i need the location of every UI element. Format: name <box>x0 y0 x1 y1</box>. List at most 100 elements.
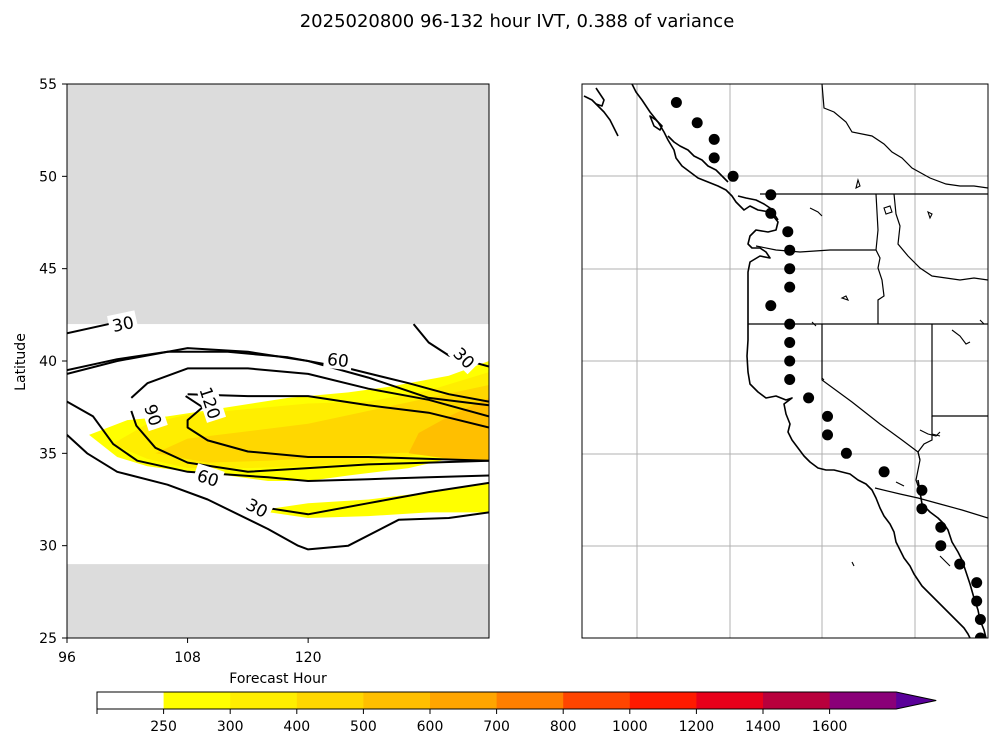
station-marker <box>935 521 947 533</box>
lake <box>883 205 893 215</box>
y-tick-label: 40 <box>39 354 57 370</box>
station-marker <box>784 244 796 256</box>
station-marker <box>708 133 720 145</box>
contour-line-120 <box>187 393 489 429</box>
right-panel-map <box>581 83 989 639</box>
contour-line-60 <box>247 481 489 516</box>
left-panel: 96 108 120 25 30 35 40 45 50 55 Forecast Hour La… <box>13 77 490 687</box>
lake <box>979 319 985 325</box>
station-marker <box>954 558 966 570</box>
y-tick-label: 50 <box>39 169 57 185</box>
lake <box>855 178 861 190</box>
y-tick-label: 35 <box>39 446 57 462</box>
lake <box>811 321 817 327</box>
colorbar-tick-label: 800 <box>550 719 577 735</box>
contour-label-30-a: 30 <box>107 310 139 337</box>
us-mexico-border <box>874 487 988 519</box>
station-marker <box>971 577 983 589</box>
svg-text:30: 30 <box>111 313 136 337</box>
colorbar-segment <box>829 692 897 709</box>
arizona-border <box>915 451 921 493</box>
station-marker <box>822 410 833 422</box>
missing-data-region <box>67 84 489 325</box>
left-y-axis-ticks: 25 30 35 40 45 50 55 <box>39 77 67 647</box>
lake <box>931 433 941 437</box>
y-tick-label: 55 <box>39 77 57 93</box>
lake <box>939 555 951 567</box>
lake <box>951 329 971 345</box>
x-tick-label: 96 <box>58 650 76 666</box>
colorbar-segment <box>696 692 764 709</box>
station-marker <box>974 632 986 638</box>
colorbar-segment <box>163 692 231 709</box>
station-marker <box>727 170 739 182</box>
contour-line-60 <box>67 400 489 482</box>
station-marker <box>916 503 928 515</box>
colorbar-tick-label: 600 <box>417 719 444 735</box>
colorbar-tick-label: 1200 <box>679 719 715 735</box>
utah-border <box>917 416 933 453</box>
lake <box>927 210 933 220</box>
idaho-montana-border <box>893 193 988 281</box>
station-marker <box>803 392 815 404</box>
colorbar-segment <box>230 692 298 709</box>
missing-data-region <box>67 564 489 638</box>
station-marker <box>974 614 986 625</box>
lake <box>821 377 825 381</box>
colorbar-segment <box>97 692 165 709</box>
station-marker <box>784 318 796 330</box>
station-marker <box>916 484 928 496</box>
filled-contour-500-600 <box>408 397 489 461</box>
map-frame <box>581 83 989 639</box>
station-marker <box>670 97 682 108</box>
station-marker <box>784 281 796 293</box>
left-x-axis-ticks: 96 108 120 <box>58 638 322 666</box>
bc-islands <box>583 95 619 137</box>
lake <box>840 295 850 301</box>
station-marker <box>840 447 852 459</box>
station-marker <box>708 152 720 164</box>
colorbar-tick-label: 1000 <box>612 719 648 735</box>
haida-gwaii <box>595 87 605 107</box>
x-tick-label: 120 <box>295 650 322 666</box>
x-axis-label: Forecast Hour <box>229 671 327 687</box>
filled-contour-400-500 <box>155 385 489 463</box>
x-tick-label: 108 <box>174 650 201 666</box>
station-marker <box>765 189 777 201</box>
y-tick-label: 30 <box>39 539 57 555</box>
station-marker <box>765 207 777 219</box>
island <box>649 115 663 131</box>
colorbar-segment <box>430 692 498 709</box>
colorbar-segment <box>763 692 831 709</box>
colorbar-extend-arrow <box>896 692 937 709</box>
station-marker <box>935 540 947 552</box>
colorbar-tick-label: 1400 <box>745 719 781 735</box>
canadian-province-border <box>821 84 988 189</box>
filled-contour-250-300 <box>257 482 489 518</box>
station-marker <box>784 374 796 385</box>
missing-data-regions <box>67 84 489 638</box>
colorbar-outline <box>96 691 937 710</box>
station-marker <box>971 595 983 607</box>
svg-text:60: 60 <box>326 350 350 372</box>
y-tick-label: 45 <box>39 262 57 278</box>
lake <box>809 207 823 217</box>
station-marker <box>878 466 890 478</box>
colorbar-segment <box>296 692 364 709</box>
colorbar-segment <box>363 692 431 709</box>
station-markers <box>670 97 986 638</box>
idaho-border <box>875 193 879 251</box>
contour-line-120 <box>185 395 489 462</box>
colorbar-segment <box>629 692 697 709</box>
y-tick-label: 25 <box>39 631 57 647</box>
contour-labels: 30 60 90 120 60 30 <box>107 310 482 523</box>
station-marker <box>782 226 794 238</box>
colorbar-tick-label: 1600 <box>812 719 848 735</box>
colorbar-tick-label: 400 <box>283 719 310 735</box>
colorbar-tick-label: 500 <box>350 719 377 735</box>
lake <box>895 481 905 487</box>
ivt-filled-contours <box>89 361 489 518</box>
lake <box>851 561 855 567</box>
contour-line-30 <box>67 434 489 551</box>
